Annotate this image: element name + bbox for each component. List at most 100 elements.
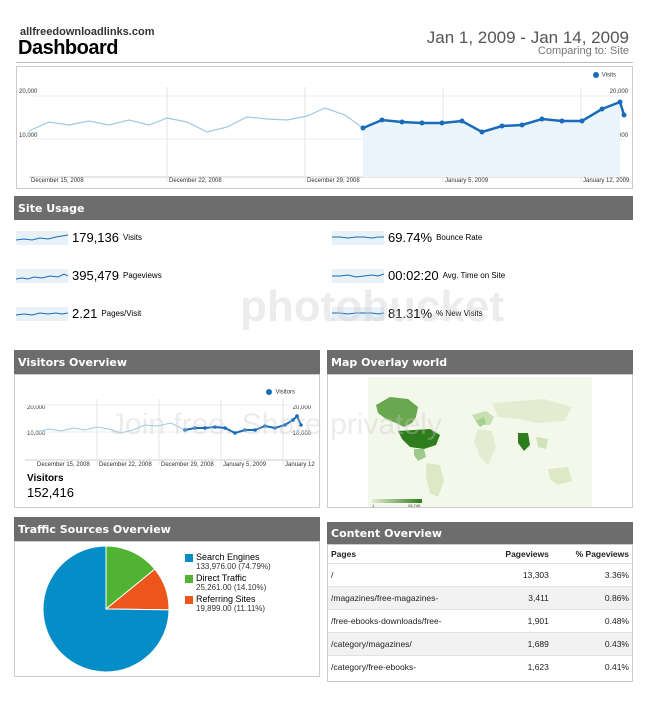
legend-dot-icon <box>592 72 599 78</box>
x-axis-label: December 22, 2008 <box>99 462 152 468</box>
legend-item-search-engines[interactable]: Search Engines 133,976.00 (74.79%) <box>185 552 271 571</box>
page-title: Dashboard <box>18 37 118 59</box>
visitors-total: 152,416 <box>27 485 74 500</box>
metric-avg-time[interactable]: 00:02:20 Avg. Time on Site <box>332 268 505 283</box>
chart-legend: Visitors <box>266 389 295 396</box>
legend-label: Visits <box>601 72 616 79</box>
content-table: Pages Pageviews % Pageviews / 13,303 3.3… <box>328 545 632 679</box>
date-range-selector[interactable]: Jan 1, 2009 - Jan 14, 2009 <box>426 28 629 47</box>
y-axis-left-top: 20,000 <box>27 405 46 411</box>
map-scale-min: 1 <box>372 503 375 508</box>
map-scale-max: 26,740 <box>408 503 421 508</box>
legend-item-referring-sites[interactable]: Referring Sites 19,899.00 (11.11%) <box>185 594 271 613</box>
content-overview-panel: Pages Pageviews % Pageviews / 13,303 3.3… <box>327 544 633 682</box>
visitors-overview-header[interactable]: Visitors Overview <box>14 350 320 374</box>
table-header-row: Pages Pageviews % Pageviews <box>328 545 632 564</box>
legend-item-direct-traffic[interactable]: Direct Traffic 25,261.00 (14.10%) <box>185 573 271 592</box>
header-divider <box>16 62 633 63</box>
pie-slice-search-engines[interactable] <box>42 545 170 673</box>
y-axis-right-top: 20,000 <box>292 405 311 411</box>
pie-slice-direct-traffic[interactable] <box>105 545 156 611</box>
legend-name: Direct Traffic <box>196 573 247 583</box>
visits-line-plot <box>28 87 627 182</box>
metric-pageviews[interactable]: 395,479 Pageviews <box>16 268 162 283</box>
visitors-overview-panel: Visitors 20,000 10,000 20,000 10,000 Dec… <box>14 374 320 508</box>
table-row[interactable]: /category/free-ebooks- 1,623 0.41% <box>328 655 632 679</box>
pct-cell: 3.36% <box>551 563 632 587</box>
sparkline-icon <box>332 230 384 245</box>
column-header-pages[interactable]: Pages <box>328 545 486 564</box>
legend-swatch <box>185 574 193 583</box>
pageviews-cell: 13,303 <box>485 563 552 587</box>
y-axis-right-top: 20,000 <box>609 89 628 95</box>
table-row[interactable]: / 13,303 3.36% <box>328 563 632 587</box>
page-link[interactable]: / <box>328 563 486 587</box>
watermark-brand: photobucket <box>240 282 504 331</box>
watermark-tagline: Join free. Share privately <box>110 408 442 441</box>
page-link[interactable]: /category/magazines/ <box>328 632 486 656</box>
metric-value: 179,136 <box>72 230 119 245</box>
traffic-sources-panel: Search Engines 133,976.00 (74.79%) Direc… <box>14 541 320 677</box>
content-overview-header[interactable]: Content Overview <box>327 522 633 544</box>
legend-dot-icon <box>266 389 273 395</box>
sparkline-icon <box>16 230 68 245</box>
x-axis-label: December 22, 2008 <box>169 178 222 184</box>
sparkline-icon <box>16 268 68 283</box>
metric-value: 2.21 <box>72 306 98 321</box>
visitors-label: Visitors <box>27 473 64 484</box>
column-header-pct-pageviews[interactable]: % Pageviews <box>551 545 632 564</box>
comparison-label[interactable]: Comparing to: Site <box>537 45 629 57</box>
page-link[interactable]: /magazines/free-magazines- <box>328 586 486 610</box>
metric-value: 00:02:20 <box>388 268 439 283</box>
metric-label: Pages/Visit <box>101 309 142 318</box>
pageviews-cell: 1,623 <box>485 655 552 679</box>
x-axis-label: January 5, 2009 <box>445 178 489 184</box>
x-axis-label: December 29, 2008 <box>161 462 214 468</box>
metric-new-visits[interactable]: 81.31% % New Visits <box>332 306 483 321</box>
table-row[interactable]: /category/magazines/ 1,689 0.43% <box>328 632 632 656</box>
sparkline-icon <box>16 306 68 321</box>
metric-value: 69.74% <box>388 230 433 245</box>
visits-trend-chart[interactable]: Visits 20,000 10,000 20,000 10,000 Decem… <box>16 66 633 189</box>
map-scale-bar <box>372 499 422 503</box>
legend-name: Search Engines <box>196 552 260 562</box>
legend-swatch <box>185 595 193 604</box>
legend-detail: 133,976.00 (74.79%) <box>196 562 271 571</box>
pageviews-cell: 1,689 <box>485 632 552 656</box>
metric-label: Visits <box>123 233 142 242</box>
map-overlay-header[interactable]: Map Overlay world <box>327 350 633 374</box>
metric-label: Avg. Time on Site <box>442 271 506 280</box>
table-row[interactable]: /free-ebooks-downloads/free- 1,901 0.48% <box>328 609 632 633</box>
traffic-sources-header[interactable]: Traffic Sources Overview <box>14 517 320 541</box>
y-axis-left-bottom: 10,000 <box>19 133 38 139</box>
metric-label: % New Visits <box>436 309 483 318</box>
site-usage-header[interactable]: Site Usage <box>14 196 633 220</box>
sparkline-icon <box>332 268 384 283</box>
metric-label: Bounce Rate <box>436 233 483 242</box>
x-axis-label: December 15, 2008 <box>31 178 84 184</box>
chart-legend: Visits <box>592 72 616 79</box>
metric-value: 81.31% <box>388 306 433 321</box>
world-map[interactable] <box>368 377 592 507</box>
pageviews-cell: 1,901 <box>485 609 552 633</box>
site-url: allfreedownloadlinks.com <box>20 26 155 38</box>
pie-legend: Search Engines 133,976.00 (74.79%) Direc… <box>185 552 271 613</box>
page-link[interactable]: /category/free-ebooks- <box>328 655 486 679</box>
pct-cell: 0.43% <box>551 632 632 656</box>
legend-label: Visitors <box>275 389 295 396</box>
column-header-pageviews[interactable]: Pageviews <box>485 545 552 564</box>
pageviews-cell: 3,411 <box>485 586 552 610</box>
metric-value: 395,479 <box>72 268 119 283</box>
metric-bounce-rate[interactable]: 69.74% Bounce Rate <box>332 230 482 245</box>
page-link[interactable]: /free-ebooks-downloads/free- <box>328 609 486 633</box>
x-axis-label: January 12 <box>285 462 315 468</box>
map-overlay-panel: 1 26,740 <box>327 374 633 508</box>
metric-pages-per-visit[interactable]: 2.21 Pages/Visit <box>16 306 141 321</box>
table-row[interactable]: /magazines/free-magazines- 3,411 0.86% <box>328 586 632 610</box>
legend-swatch <box>185 553 193 562</box>
legend-detail: 25,261.00 (14.10%) <box>196 583 267 592</box>
traffic-pie-chart[interactable] <box>41 544 171 674</box>
legend-name: Referring Sites <box>196 594 256 604</box>
visitors-line-plot[interactable] <box>15 375 319 475</box>
metric-visits[interactable]: 179,136 Visits <box>16 230 142 245</box>
